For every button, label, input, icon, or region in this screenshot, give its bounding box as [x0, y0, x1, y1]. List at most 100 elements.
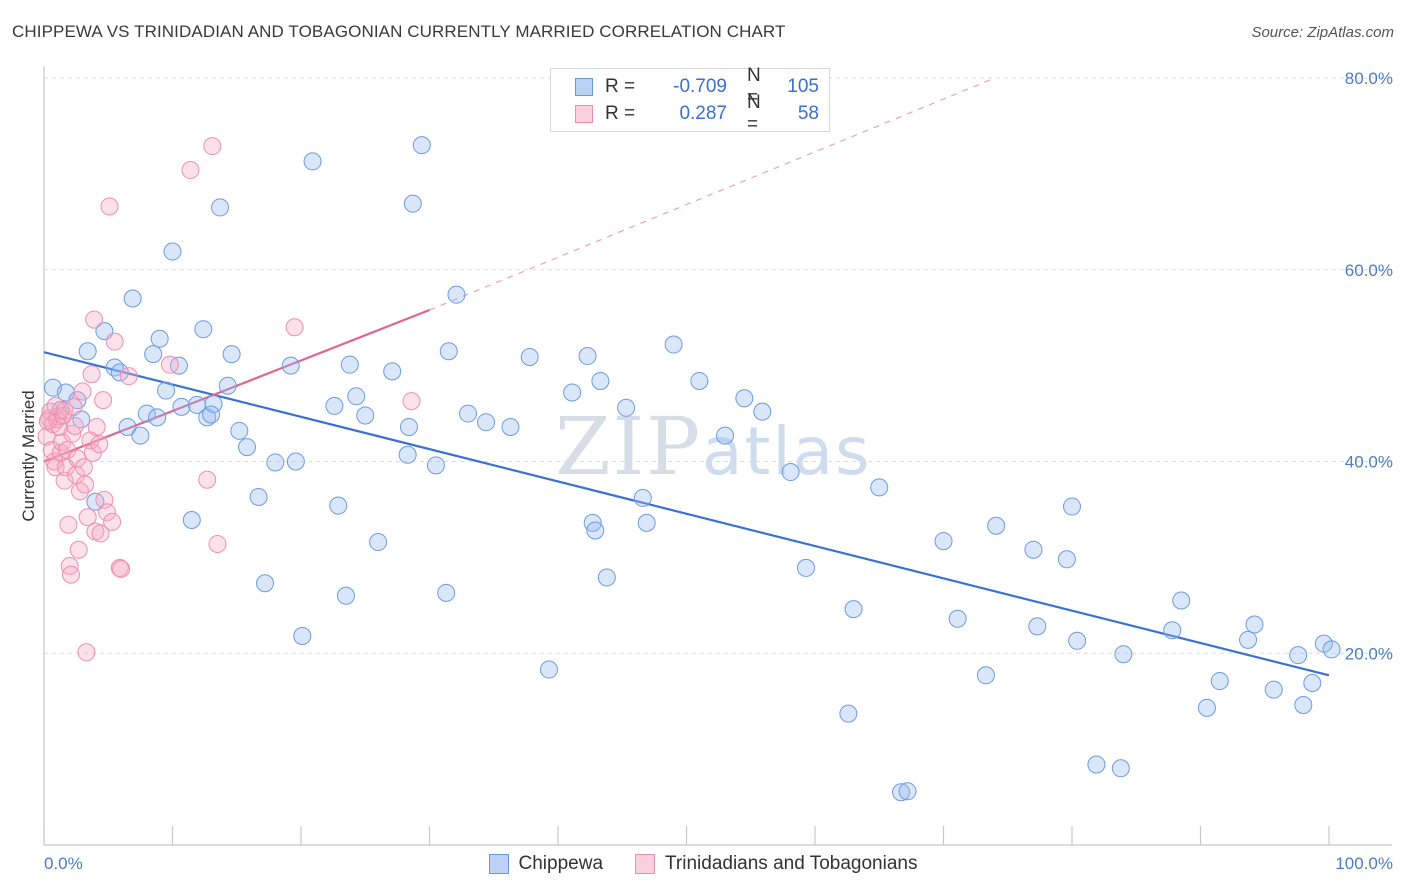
data-point	[131, 426, 150, 445]
series-legend: Chippewa Trinidadians and Tobagonians	[0, 851, 1406, 877]
data-point	[336, 586, 355, 605]
y-tick-label: 60.0%	[1345, 261, 1393, 280]
data-point	[716, 426, 735, 445]
data-point	[218, 376, 237, 395]
data-point	[1068, 631, 1087, 650]
data-point	[222, 345, 241, 364]
data-point	[238, 438, 257, 457]
x-tick-label: 100.0%	[1335, 854, 1393, 873]
data-point	[637, 513, 656, 532]
data-point	[439, 342, 458, 361]
legend-swatch-blue	[575, 78, 593, 96]
data-point	[94, 391, 113, 410]
data-point	[110, 558, 129, 577]
data-point	[285, 318, 304, 337]
data-point	[520, 347, 539, 366]
data-point	[160, 355, 179, 374]
data-point	[157, 381, 176, 400]
zipatlas-watermark: ZIPatlas	[555, 400, 872, 493]
data-point	[1172, 591, 1191, 610]
trend-lines	[43, 77, 1330, 677]
legend-r-label: R =	[605, 103, 636, 124]
data-point	[399, 417, 418, 436]
data-point	[249, 487, 268, 506]
data-point	[169, 356, 188, 375]
data-point	[459, 404, 478, 423]
data-point	[329, 496, 348, 515]
legend-r-label: R =	[605, 76, 636, 97]
data-point	[753, 402, 772, 421]
legend-n-value: 58	[797, 103, 819, 124]
data-point	[73, 382, 92, 401]
data-point	[477, 413, 496, 432]
data-point	[1264, 680, 1283, 699]
data-point	[148, 408, 167, 427]
data-point	[347, 387, 366, 406]
data-point	[46, 396, 65, 415]
data-point	[1111, 759, 1130, 778]
data-point	[976, 666, 995, 685]
correlation-legend: R = -0.709 N = 105 R = 0.287 N = 58	[550, 65, 830, 135]
data-point	[90, 435, 109, 454]
data-point	[412, 136, 431, 155]
data-point	[369, 533, 388, 552]
data-point	[1087, 755, 1106, 774]
data-point	[383, 362, 402, 381]
data-point	[1063, 497, 1081, 516]
data-point	[194, 320, 213, 339]
data-point	[86, 492, 105, 511]
grid-lines	[44, 77, 1392, 654]
data-point	[286, 452, 305, 471]
data-point	[735, 389, 754, 408]
data-point	[586, 521, 605, 540]
data-point	[77, 643, 96, 662]
legend-n-value: 105	[787, 76, 819, 97]
data-point	[797, 558, 816, 577]
series-chippewa	[43, 136, 1341, 802]
data-point	[65, 417, 84, 436]
legend-row-chippewa: R = -0.709 N = 105	[551, 65, 819, 108]
legend-n-label: N =	[747, 92, 761, 135]
data-point	[934, 532, 953, 551]
data-point	[105, 358, 124, 377]
data-point	[303, 152, 322, 171]
data-point	[91, 524, 110, 543]
series-trinidadian	[37, 137, 421, 662]
legend-swatch-pink	[635, 854, 656, 874]
data-point	[82, 365, 101, 384]
data-point	[119, 367, 138, 386]
data-point	[97, 503, 116, 522]
data-point	[123, 289, 142, 308]
data-point	[325, 396, 344, 415]
legend-r-value: 0.287	[679, 103, 727, 124]
data-point	[150, 329, 169, 348]
data-point	[100, 197, 119, 216]
data-point	[1322, 640, 1341, 659]
source-label: Source: ZipAtlas.com	[1251, 24, 1394, 41]
data-point	[87, 417, 106, 436]
data-point	[112, 559, 131, 578]
data-point	[781, 463, 800, 482]
data-point	[664, 335, 683, 354]
data-point	[1210, 672, 1229, 691]
data-point	[1239, 630, 1258, 649]
data-point	[1163, 621, 1182, 640]
legend-row-trinidadian: R = 0.287 N = 58	[551, 92, 819, 135]
data-point	[501, 417, 520, 436]
y-tick-label: 20.0%	[1345, 644, 1393, 663]
watermark-zip: ZIP	[555, 400, 703, 493]
data-point	[59, 515, 78, 534]
data-point	[266, 453, 285, 472]
data-point	[597, 568, 616, 587]
data-point	[591, 371, 610, 390]
x-tick-label: 0.0%	[44, 854, 83, 873]
data-point	[426, 456, 445, 475]
data-point	[578, 347, 597, 366]
tick-labels: 20.0% 40.0% 60.0% 80.0% 0.0% 100.0% Currently …	[19, 69, 1393, 873]
data-point	[181, 161, 200, 180]
data-point	[839, 704, 858, 723]
data-point	[948, 609, 967, 628]
data-point	[38, 412, 57, 431]
data-point	[356, 406, 375, 425]
data-point	[1245, 615, 1264, 634]
